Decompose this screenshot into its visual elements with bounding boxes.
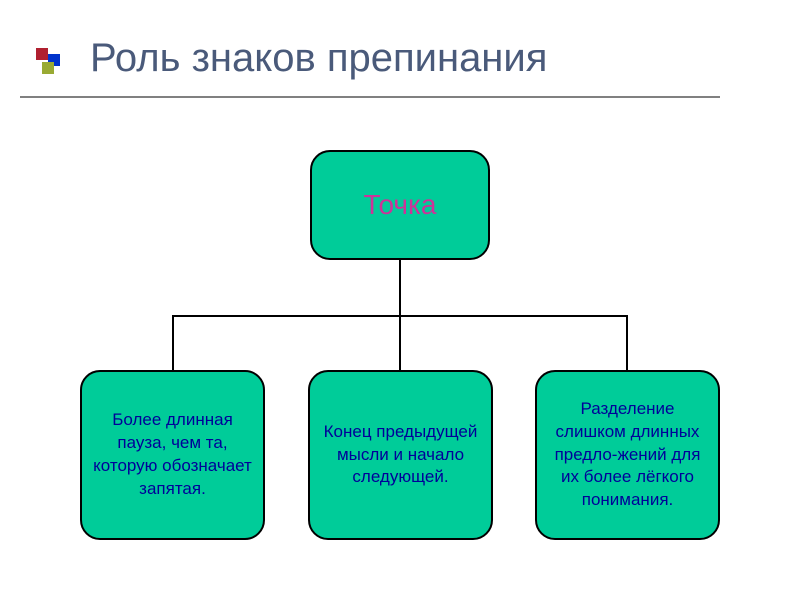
child-node-2: Конец предыдущей мысли и начало следующе… bbox=[308, 370, 493, 540]
child-node-1: Более длинная пауза, чем та, которую обо… bbox=[80, 370, 265, 540]
child-label: Конец предыдущей мысли и начало следующе… bbox=[318, 421, 483, 490]
root-node: Точка bbox=[310, 150, 490, 260]
title-underline bbox=[20, 96, 720, 98]
connector-line bbox=[626, 315, 628, 370]
slide-title: Роль знаков препинания bbox=[90, 36, 547, 81]
root-label: Точка bbox=[364, 189, 437, 221]
connector-line bbox=[399, 260, 401, 315]
child-label: Разделение слишком длинных предло-жений … bbox=[545, 398, 710, 513]
bullet-square bbox=[36, 48, 48, 60]
bullet-square bbox=[42, 62, 54, 74]
connector-line bbox=[399, 315, 401, 370]
connector-line bbox=[172, 315, 174, 370]
child-node-3: Разделение слишком длинных предло-жений … bbox=[535, 370, 720, 540]
child-label: Более длинная пауза, чем та, которую обо… bbox=[90, 409, 255, 501]
